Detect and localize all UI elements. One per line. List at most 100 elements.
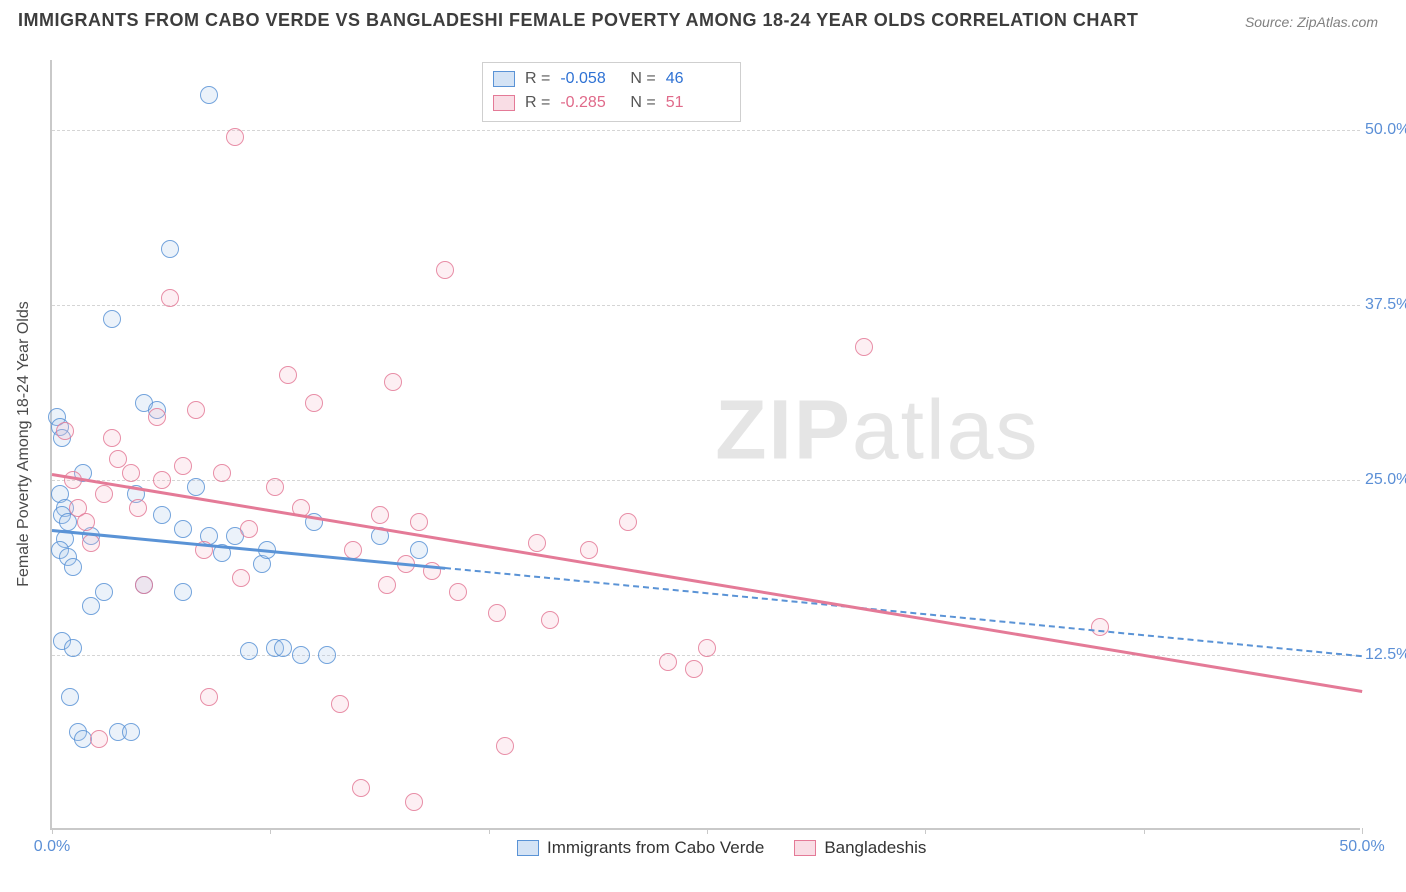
stats-row: R =-0.285N =51 (493, 91, 726, 115)
x-tick-mark (925, 828, 926, 834)
data-point (232, 569, 250, 587)
data-point (64, 639, 82, 657)
data-point (274, 639, 292, 657)
data-point (266, 478, 284, 496)
data-point (240, 520, 258, 538)
x-tick-mark (707, 828, 708, 834)
data-point (174, 457, 192, 475)
data-point (61, 688, 79, 706)
source-label: Source: ZipAtlas.com (1245, 14, 1378, 30)
data-point (122, 723, 140, 741)
data-point (148, 408, 166, 426)
y-tick-label: 25.0% (1365, 471, 1406, 489)
data-point (187, 401, 205, 419)
legend-item: Immigrants from Cabo Verde (517, 838, 764, 858)
watermark: ZIPatlas (715, 381, 1039, 478)
data-point (226, 128, 244, 146)
data-point (331, 695, 349, 713)
stat-r-value: -0.058 (560, 67, 620, 91)
data-point (103, 429, 121, 447)
data-point (187, 478, 205, 496)
data-point (488, 604, 506, 622)
y-tick-label: 12.5% (1365, 646, 1406, 664)
chart-title: IMMIGRANTS FROM CABO VERDE VS BANGLADESH… (18, 10, 1138, 31)
x-tick-mark (1362, 828, 1363, 834)
data-point (410, 541, 428, 559)
stats-row: R = -0.058 N = 46 (493, 67, 726, 91)
trend-line (445, 567, 1362, 657)
data-point (580, 541, 598, 559)
data-point (240, 642, 258, 660)
stat-n-label: N = (630, 91, 655, 115)
data-point (405, 793, 423, 811)
data-point (371, 506, 389, 524)
stat-n-label: N = (630, 67, 655, 91)
data-point (200, 688, 218, 706)
legend: Immigrants from Cabo Verde Bangladeshis (517, 838, 926, 858)
data-point (279, 366, 297, 384)
data-point (685, 660, 703, 678)
stat-r-label: R = (525, 67, 550, 91)
data-point (318, 646, 336, 664)
y-axis-label: Female Poverty Among 18-24 Year Olds (15, 301, 33, 587)
data-point (352, 779, 370, 797)
data-point (344, 541, 362, 559)
stats-legend: R =-0.058N =46R =-0.285N =51 (482, 62, 741, 122)
data-point (82, 534, 100, 552)
stat-r-label: R = (525, 91, 550, 115)
legend-swatch (794, 840, 816, 856)
trend-line (52, 473, 1362, 693)
x-tick-mark (52, 828, 53, 834)
data-point (292, 646, 310, 664)
data-point (129, 499, 147, 517)
data-point (449, 583, 467, 601)
gridline (52, 480, 1360, 481)
data-point (95, 485, 113, 503)
data-point (153, 471, 171, 489)
x-tick-label: 50.0% (1339, 838, 1384, 856)
legend-swatch (517, 840, 539, 856)
gridline (52, 305, 1360, 306)
data-point (103, 310, 121, 328)
legend-swatch (493, 95, 515, 111)
data-point (698, 639, 716, 657)
data-point (82, 597, 100, 615)
data-point (410, 513, 428, 531)
legend-label: Immigrants from Cabo Verde (547, 838, 764, 858)
data-point (77, 513, 95, 531)
data-point (174, 583, 192, 601)
x-tick-label: 0.0% (34, 838, 70, 856)
legend-label: Bangladeshis (824, 838, 926, 858)
stat-r-value: -0.285 (560, 91, 620, 115)
data-point (855, 338, 873, 356)
legend-item: Bangladeshis (794, 838, 926, 858)
data-point (200, 86, 218, 104)
data-point (659, 653, 677, 671)
data-point (496, 737, 514, 755)
y-tick-label: 37.5% (1365, 296, 1406, 314)
data-point (174, 520, 192, 538)
data-point (305, 394, 323, 412)
x-tick-mark (489, 828, 490, 834)
data-point (619, 513, 637, 531)
data-point (135, 576, 153, 594)
x-tick-mark (1144, 828, 1145, 834)
y-tick-label: 50.0% (1365, 121, 1406, 139)
data-point (384, 373, 402, 391)
data-point (95, 583, 113, 601)
data-point (56, 422, 74, 440)
data-point (64, 558, 82, 576)
data-point (541, 611, 559, 629)
data-point (161, 240, 179, 258)
data-point (213, 464, 231, 482)
chart-container: IMMIGRANTS FROM CABO VERDE VS BANGLADESH… (0, 0, 1406, 892)
data-point (436, 261, 454, 279)
data-point (528, 534, 546, 552)
data-point (378, 576, 396, 594)
stat-n-value: 46 (666, 67, 726, 91)
data-point (153, 506, 171, 524)
legend-swatch (493, 71, 515, 87)
data-point (161, 289, 179, 307)
data-point (122, 464, 140, 482)
plot-area: Female Poverty Among 18-24 Year Olds 12.… (50, 60, 1360, 830)
